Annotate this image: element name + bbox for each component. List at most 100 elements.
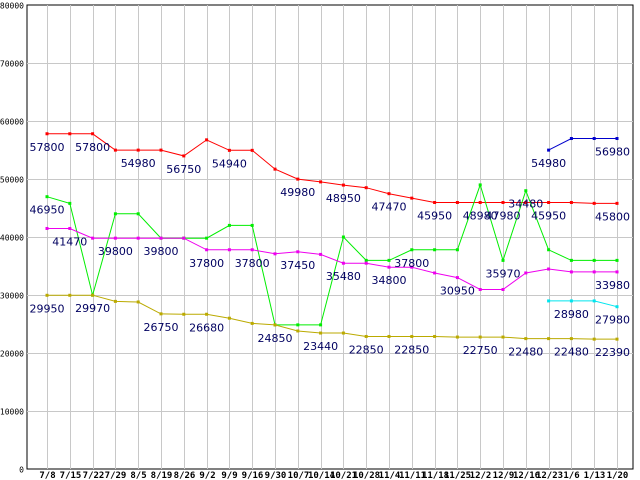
data-point bbox=[227, 316, 231, 320]
data-point bbox=[68, 201, 72, 205]
data-point bbox=[592, 270, 596, 274]
data-label: 48980 bbox=[463, 209, 498, 222]
data-point bbox=[182, 236, 186, 240]
x-tick-label: 9/30 bbox=[265, 471, 287, 480]
series-line bbox=[47, 228, 617, 290]
data-point bbox=[524, 337, 528, 341]
data-label: 24850 bbox=[258, 332, 293, 345]
data-label: 22750 bbox=[463, 344, 498, 357]
data-label: 35480 bbox=[326, 270, 361, 283]
data-label: 45950 bbox=[417, 209, 452, 222]
data-point bbox=[547, 299, 551, 303]
data-point bbox=[501, 200, 505, 204]
x-tick-label: 11/25 bbox=[444, 471, 471, 480]
data-label: 57800 bbox=[75, 141, 110, 154]
data-point bbox=[615, 270, 619, 274]
data-label: 22480 bbox=[554, 346, 589, 359]
data-point bbox=[592, 258, 596, 262]
data-point bbox=[569, 337, 573, 341]
x-tick-label: 10/21 bbox=[330, 471, 357, 480]
data-point bbox=[547, 148, 551, 152]
data-label: 26680 bbox=[189, 321, 224, 334]
data-point bbox=[113, 148, 117, 152]
data-point bbox=[410, 248, 414, 252]
data-point bbox=[501, 258, 505, 262]
data-label: 37800 bbox=[235, 257, 270, 270]
data-point bbox=[205, 236, 209, 240]
data-point bbox=[159, 312, 163, 316]
data-point bbox=[205, 312, 209, 316]
data-point bbox=[478, 335, 482, 339]
data-point bbox=[410, 334, 414, 338]
data-point bbox=[615, 305, 619, 309]
data-label: 56750 bbox=[166, 163, 201, 176]
data-point bbox=[45, 293, 49, 297]
x-tick-label: 8/19 bbox=[151, 471, 173, 480]
data-label: 37800 bbox=[394, 257, 429, 270]
data-point bbox=[159, 148, 163, 152]
x-tick-label: 7/22 bbox=[83, 471, 105, 480]
data-point bbox=[615, 201, 619, 205]
data-point bbox=[547, 248, 551, 252]
y-tick-label: 10000 bbox=[0, 408, 24, 417]
data-point bbox=[273, 323, 277, 327]
data-point bbox=[205, 138, 209, 142]
data-point bbox=[615, 337, 619, 341]
data-point bbox=[113, 299, 117, 303]
data-point bbox=[364, 334, 368, 338]
data-label: 30950 bbox=[440, 285, 475, 298]
x-tick-label: 12/16 bbox=[513, 471, 540, 480]
y-tick-label: 50000 bbox=[0, 176, 24, 185]
y-tick-label: 30000 bbox=[0, 292, 24, 301]
data-label: 39800 bbox=[98, 245, 133, 258]
data-point bbox=[501, 287, 505, 291]
data-label: 47470 bbox=[372, 201, 407, 214]
data-label: 22850 bbox=[349, 343, 384, 356]
data-point bbox=[478, 287, 482, 291]
data-point bbox=[478, 200, 482, 204]
data-point bbox=[182, 312, 186, 316]
data-label: 45800 bbox=[595, 210, 630, 223]
data-label: 54980 bbox=[121, 157, 156, 170]
data-point bbox=[547, 200, 551, 204]
data-point bbox=[159, 236, 163, 240]
data-point bbox=[387, 265, 391, 269]
data-point bbox=[250, 148, 254, 152]
data-label: 35970 bbox=[486, 267, 521, 280]
series-line bbox=[548, 138, 617, 151]
data-point bbox=[341, 261, 345, 265]
data-label: 22480 bbox=[508, 346, 543, 359]
y-tick-label: 40000 bbox=[0, 234, 24, 243]
data-label: 37800 bbox=[189, 257, 224, 270]
data-point bbox=[136, 148, 140, 152]
x-tick-label: 7/29 bbox=[105, 471, 127, 480]
data-label: 54940 bbox=[212, 157, 247, 170]
x-tick-label: 7/15 bbox=[60, 471, 82, 480]
data-point bbox=[91, 132, 95, 136]
data-label: 37450 bbox=[280, 259, 315, 272]
y-tick-label: 70000 bbox=[0, 60, 24, 69]
series-line bbox=[548, 300, 618, 308]
data-point bbox=[592, 201, 596, 205]
data-label: 54980 bbox=[531, 157, 566, 170]
series-lines bbox=[45, 132, 619, 341]
data-point bbox=[319, 331, 323, 335]
data-point bbox=[455, 335, 459, 339]
x-tick-label: 8/26 bbox=[174, 471, 196, 480]
data-point bbox=[205, 248, 209, 252]
data-label: 26750 bbox=[144, 321, 179, 334]
data-point bbox=[455, 276, 459, 280]
data-point bbox=[91, 293, 95, 297]
data-point bbox=[455, 200, 459, 204]
data-label: 27980 bbox=[595, 314, 630, 327]
data-label: 39800 bbox=[144, 245, 179, 258]
data-label: 57800 bbox=[30, 141, 65, 154]
series-line bbox=[46, 183, 617, 326]
data-point bbox=[410, 265, 414, 269]
data-point bbox=[569, 137, 573, 141]
data-point bbox=[387, 192, 391, 196]
data-point bbox=[68, 226, 72, 230]
data-point bbox=[433, 248, 437, 252]
data-label: 49980 bbox=[280, 186, 315, 199]
